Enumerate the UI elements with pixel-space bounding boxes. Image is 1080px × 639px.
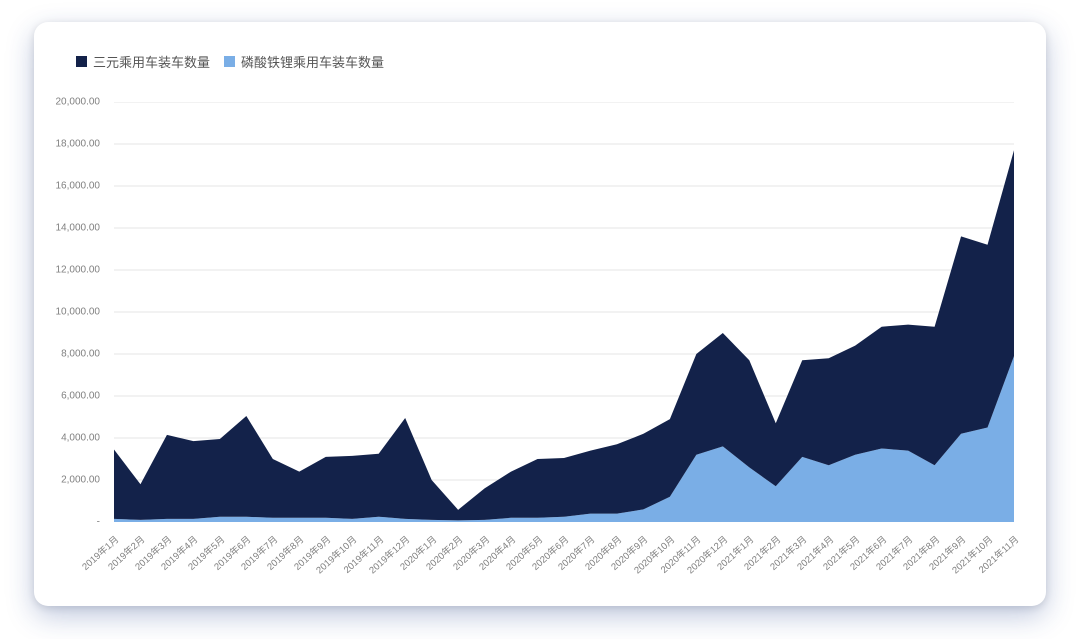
y-tick-label: 4,000.00 xyxy=(61,433,100,444)
y-tick-label: 18,000.00 xyxy=(56,139,101,150)
chart-card: 三元乘用车装车数量 磷酸铁锂乘用车装车数量 - 2,000.00 4,000.00 6… xyxy=(34,22,1046,606)
y-tick-label: 10,000.00 xyxy=(56,307,101,318)
y-tick-label: 20,000.00 xyxy=(56,97,101,108)
y-tick-label: 14,000.00 xyxy=(56,223,101,234)
y-tick-label: 16,000.00 xyxy=(56,181,101,192)
legend-swatch-icon xyxy=(224,56,235,67)
legend-label: 磷酸铁锂乘用车装车数量 xyxy=(241,52,384,71)
y-tick-label: - xyxy=(97,517,100,528)
y-axis-labels: -2,000.004,000.006,000.008,000.0010,000.… xyxy=(34,102,108,522)
area-chart xyxy=(114,102,1014,522)
x-axis-labels: 2019年1月2019年2月2019年3月2019年4月2019年5月2019年… xyxy=(114,526,1014,598)
legend-item-1: 三元乘用车装车数量 xyxy=(76,52,210,71)
y-tick-label: 6,000.00 xyxy=(61,391,100,402)
legend-swatch-icon xyxy=(76,56,87,67)
y-tick-label: 8,000.00 xyxy=(61,349,100,360)
legend: 三元乘用车装车数量 磷酸铁锂乘用车装车数量 xyxy=(76,52,384,71)
y-tick-label: 2,000.00 xyxy=(61,475,100,486)
y-tick-label: 12,000.00 xyxy=(56,265,101,276)
legend-item-2: 磷酸铁锂乘用车装车数量 xyxy=(224,52,384,71)
legend-label: 三元乘用车装车数量 xyxy=(93,52,210,71)
